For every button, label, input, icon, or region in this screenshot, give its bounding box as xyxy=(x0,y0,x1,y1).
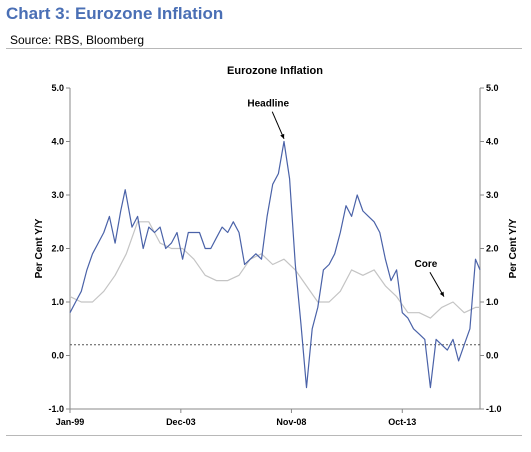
footer-divider xyxy=(6,435,522,436)
y-tick-label-left: 5.0 xyxy=(51,83,64,93)
y-tick-label-left: 2.0 xyxy=(51,244,64,254)
annotation-label-core: Core xyxy=(415,259,438,270)
x-tick-label: Nov-08 xyxy=(276,417,306,427)
annotation-arrowhead-core xyxy=(439,291,444,297)
page-title: Chart 3: Eurozone Inflation xyxy=(6,4,224,23)
y-tick-label-left: 0.0 xyxy=(51,351,64,361)
series-layer xyxy=(69,140,481,389)
y-tick-label-right: 2.0 xyxy=(486,244,499,254)
y-tick-label-right: 4.0 xyxy=(486,137,499,147)
y-tick-label-right: -1.0 xyxy=(486,404,502,414)
annotation-arrowhead-headline xyxy=(280,133,285,139)
annotation-label-headline: Headline xyxy=(247,99,289,110)
y-axis-label-left: Per Cent Y/Y xyxy=(34,218,45,278)
annotation-arrow-headline xyxy=(271,111,285,140)
header-divider xyxy=(6,48,522,49)
x-tick-label: Dec-03 xyxy=(166,417,196,427)
x-tick-label: Jan-99 xyxy=(56,417,85,427)
x-tick-label: Oct-13 xyxy=(388,417,416,427)
y-tick-label-right: 0.0 xyxy=(486,351,499,361)
y-tick-label-left: 4.0 xyxy=(51,137,64,147)
y-tick-label-left: 3.0 xyxy=(51,190,64,200)
y-tick-label-right: 3.0 xyxy=(486,190,499,200)
headline-series-line xyxy=(69,140,481,389)
y-tick-label-right: 5.0 xyxy=(486,83,499,93)
y-tick-label-right: 1.0 xyxy=(486,297,499,307)
core-series-line xyxy=(69,221,480,319)
chart-title: Eurozone Inflation xyxy=(227,65,323,77)
y-tick-label-left: 1.0 xyxy=(51,297,64,307)
y-tick-label-left: -1.0 xyxy=(48,404,64,414)
annotation-arrow-core xyxy=(429,271,445,297)
annotations: Headline Core xyxy=(247,99,445,297)
axes: 5.0 5.0 4.0 4.0 3.0 3.0 2.0 2.0 1.0 1.0 0.0 0.0 -1.0… xyxy=(34,83,519,427)
source-note: Source: RBS, Bloomberg xyxy=(10,33,145,47)
y-axis-label-right: Per Cent Y/Y xyxy=(508,218,519,278)
